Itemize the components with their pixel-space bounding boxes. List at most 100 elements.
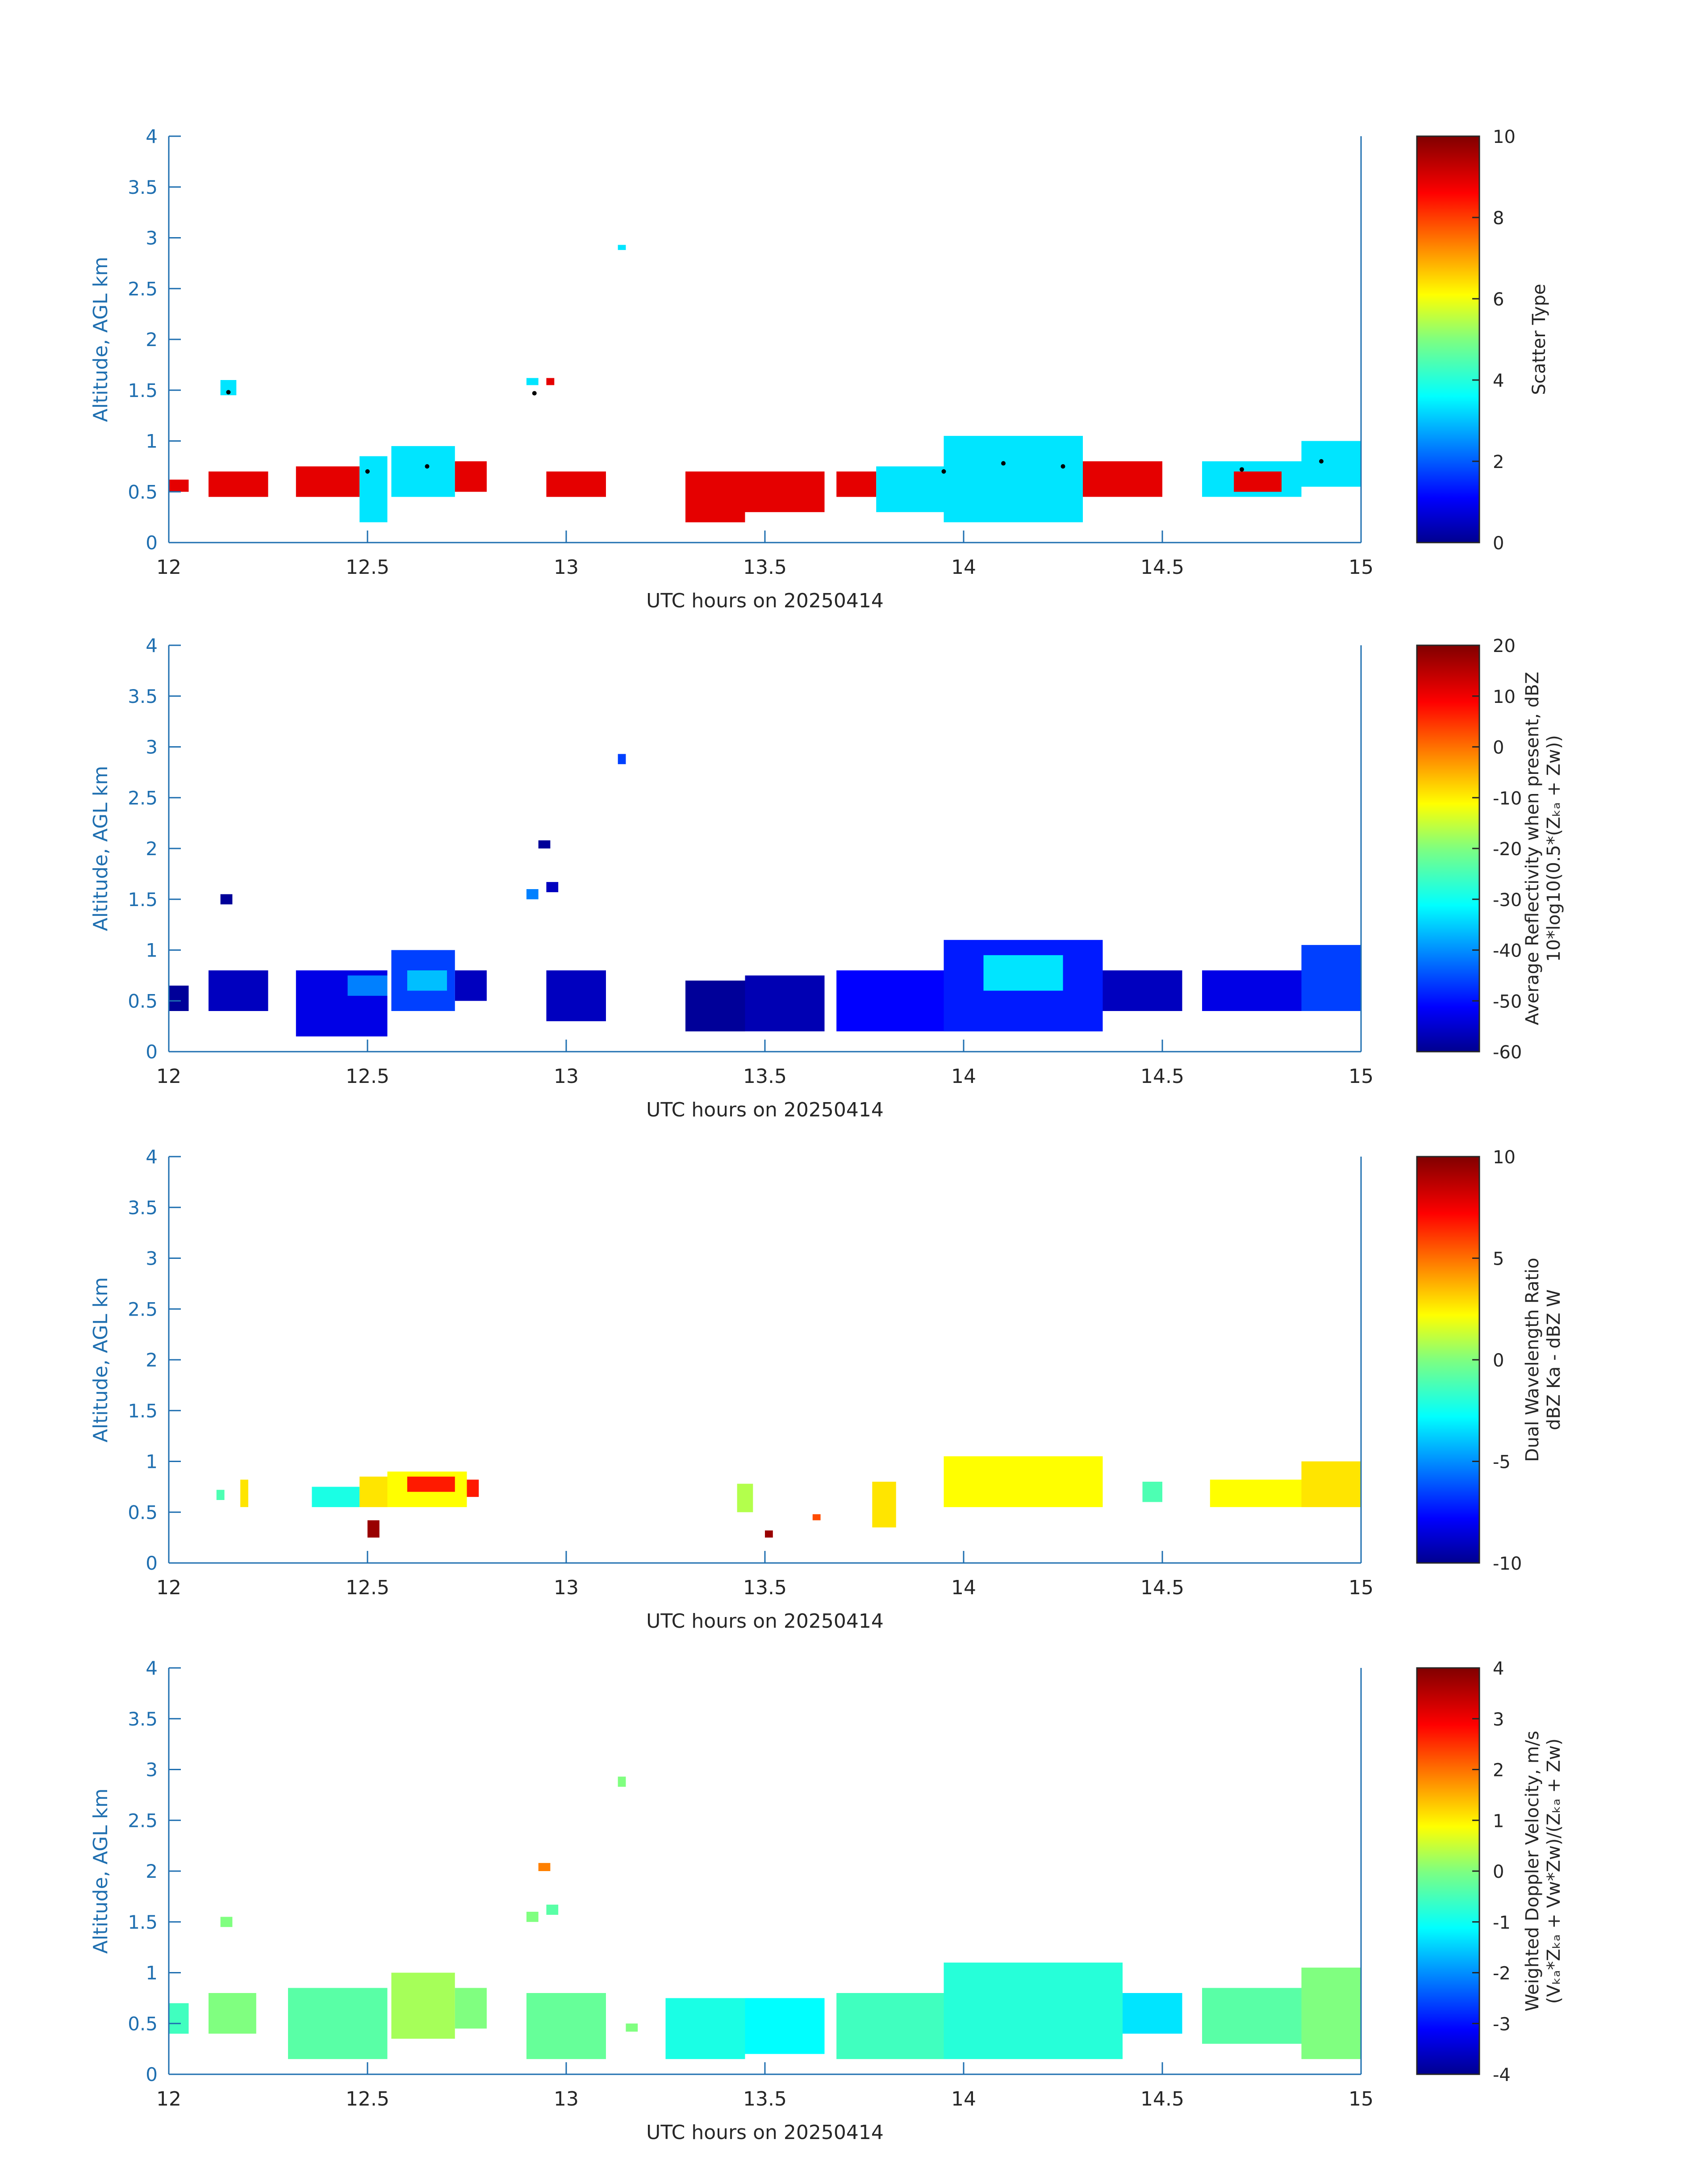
y-tick-label: 0.5 (128, 2013, 158, 2035)
data-cell (618, 245, 626, 250)
x-tick-label: 14 (951, 1065, 976, 1088)
data-cell (836, 970, 944, 1032)
data-cell (220, 1917, 233, 1927)
data-cell (745, 471, 825, 512)
data-cell (1301, 1968, 1361, 2059)
y-tick-label: 3.5 (128, 176, 158, 198)
data-cell (1142, 1482, 1162, 1502)
colorbar-tick-label: 0 (1493, 1350, 1504, 1371)
colorbar-tick-label: 20 (1493, 636, 1516, 656)
data-cell (876, 466, 944, 512)
x-axis-label: UTC hours on 20250414 (646, 1099, 884, 1121)
colorbar-tick-label: 1 (1493, 1811, 1504, 1831)
colorbar-tick-label: 8 (1493, 208, 1504, 229)
cloud-base-marker (226, 390, 231, 395)
colorbar-tick-label: 0 (1493, 738, 1504, 758)
data-cell (209, 471, 268, 497)
data-cell (836, 1993, 944, 2059)
y-tick-label: 3.5 (128, 1708, 158, 1730)
data-cell (526, 1912, 539, 1922)
panel-2: 0 0.5 1 1.5 2 2.5 3 3.5 4 12 12.5 13 13.5 14 14.5 15 UTC… (89, 635, 1564, 1121)
data-cell (526, 378, 539, 385)
plot-area (169, 1776, 1361, 2059)
data-cell (538, 840, 551, 848)
data-cell (169, 480, 189, 492)
y-tick-label: 3 (146, 736, 158, 758)
data-cell (1123, 1993, 1182, 2034)
colorbar-tick-label: 3 (1493, 1709, 1504, 1730)
y-tick-label: 1.5 (128, 1911, 158, 1933)
x-tick-label: 12.5 (346, 556, 389, 579)
x-tick-label: 14 (951, 2088, 976, 2110)
colorbar-tick-label: -20 (1493, 839, 1522, 860)
x-tick-label: 14 (951, 556, 976, 579)
colorbar-tick-label: -50 (1493, 991, 1522, 1012)
y-tick-label: 0.5 (128, 990, 158, 1012)
y-tick-label: 2 (146, 1349, 158, 1371)
y-tick-label: 2.5 (128, 1298, 158, 1320)
colorbar-tick-label: -10 (1493, 788, 1522, 809)
y-tick-label: 4 (146, 125, 158, 147)
data-cell (169, 986, 189, 1011)
y-tick-label: 4 (146, 1657, 158, 1679)
cloud-base-marker (1061, 464, 1065, 469)
y-tick-label: 2 (146, 1860, 158, 1882)
colorbar-tick-label: 0 (1493, 1862, 1504, 1882)
y-axis-label: Altitude, AGL km (89, 1277, 112, 1442)
cloud-base-marker (365, 469, 370, 474)
y-tick-label: 1.5 (128, 889, 158, 911)
data-cell (347, 975, 388, 996)
colorbar-tick-label: -10 (1493, 1554, 1522, 1574)
data-cell (765, 1530, 773, 1538)
x-tick-label: 13 (554, 2088, 579, 2110)
cloud-base-marker (1001, 461, 1006, 466)
x-tick-label: 15 (1349, 556, 1374, 579)
y-tick-label: 2 (146, 329, 158, 351)
data-cell (665, 1998, 745, 2059)
data-cell (288, 1988, 388, 2059)
data-cell (526, 1993, 606, 2059)
y-tick-label: 3 (146, 1759, 158, 1781)
y-tick-label: 1 (146, 430, 158, 452)
data-cell (407, 970, 447, 991)
colorbar-tick-label: -2 (1493, 1964, 1511, 1984)
colorbar-tick-label: 10 (1493, 687, 1516, 707)
y-tick-label: 1.5 (128, 1400, 158, 1422)
data-cell (526, 889, 539, 899)
x-tick-label: 13 (554, 1576, 579, 1599)
data-cell (546, 1905, 559, 1915)
y-tick-label: 0 (146, 1041, 158, 1063)
data-cell (685, 980, 745, 1032)
data-cell (240, 1479, 248, 1507)
data-cell (1301, 441, 1361, 487)
colorbar-tick-label: -40 (1493, 941, 1522, 961)
y-tick-label: 1 (146, 940, 158, 961)
y-tick-label: 0 (146, 1552, 158, 1574)
x-axis-label: UTC hours on 20250414 (646, 1610, 884, 1633)
data-cell (169, 2003, 189, 2034)
colorbar-tick-label: 4 (1493, 1659, 1504, 1679)
x-tick-label: 12.5 (346, 2088, 389, 2110)
colorbar-tick-label: 10 (1493, 1147, 1516, 1168)
cloud-base-marker (1240, 467, 1244, 472)
data-cell (391, 1972, 455, 2039)
data-cell (1234, 471, 1282, 492)
data-cell (1202, 1988, 1302, 2044)
colorbar-tick-label: -5 (1493, 1452, 1511, 1473)
colorbar-tick-label: -3 (1493, 2014, 1511, 2035)
x-tick-label: 12 (156, 1065, 181, 1088)
x-tick-label: 15 (1349, 1065, 1374, 1088)
data-cell (467, 1479, 479, 1497)
data-cell (737, 1483, 753, 1513)
data-cell (209, 970, 268, 1011)
data-cell (296, 466, 360, 497)
data-cell (359, 1476, 388, 1507)
y-tick-label: 3 (146, 1248, 158, 1270)
colorbar: -4 -3 -2 -1 0 1 2 3 4 Weighted Doppler Velocity, … (1416, 1659, 1564, 2085)
data-cell (1102, 970, 1182, 1011)
colorbar-label: Weighted Doppler Velocity, m/s (1522, 1731, 1543, 2012)
data-cell (312, 1487, 360, 1507)
x-tick-label: 15 (1349, 1576, 1374, 1599)
cloud-base-marker (1319, 459, 1324, 464)
plot-area (169, 754, 1361, 1036)
